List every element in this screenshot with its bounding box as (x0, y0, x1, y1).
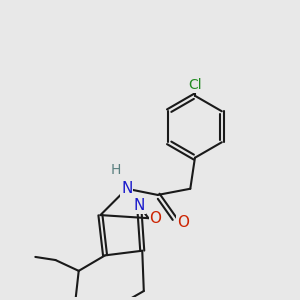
Text: N: N (121, 181, 132, 196)
Text: O: O (177, 215, 189, 230)
Text: O: O (149, 211, 161, 226)
Text: H: H (111, 163, 121, 177)
Text: Cl: Cl (188, 78, 202, 92)
Text: N: N (134, 198, 145, 213)
